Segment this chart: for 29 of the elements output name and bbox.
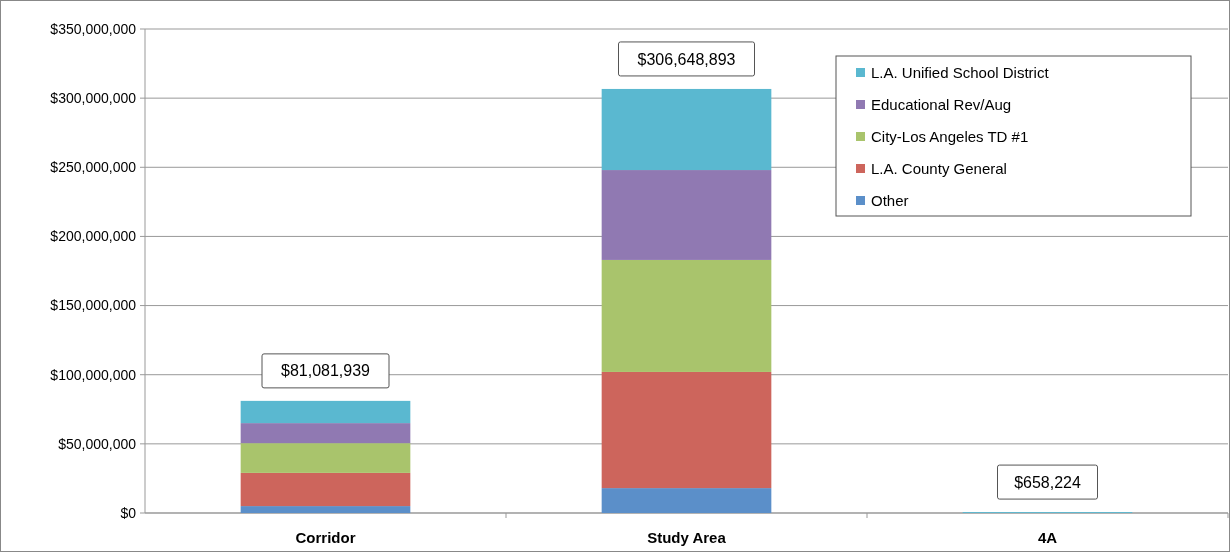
bar bbox=[240, 400, 411, 424]
x-tick-label: 4A bbox=[1037, 529, 1058, 546]
bar bbox=[601, 259, 772, 372]
x-tick-label: Corridor bbox=[295, 529, 356, 546]
y-tick-label: $200,000,000 bbox=[50, 228, 137, 245]
legend-label: L.A. Unified School District bbox=[871, 64, 1050, 82]
legend-label: L.A. County General bbox=[871, 160, 1007, 178]
y-tick-label: $50,000,000 bbox=[58, 435, 137, 452]
y-tick-label: $300,000,000 bbox=[50, 90, 137, 107]
total-label: $658,224 bbox=[1014, 473, 1081, 491]
bar bbox=[601, 371, 772, 489]
bar bbox=[601, 170, 772, 260]
bar bbox=[240, 423, 411, 444]
bar bbox=[240, 506, 411, 513]
total-label: $306,648,893 bbox=[637, 50, 736, 68]
y-tick-label: $100,000,000 bbox=[50, 366, 137, 383]
bar bbox=[601, 88, 772, 171]
bar bbox=[601, 488, 772, 513]
total-label: $81,081,939 bbox=[281, 362, 371, 380]
bar bbox=[240, 443, 411, 473]
bar bbox=[240, 472, 411, 507]
legend-label: City-Los Angeles TD #1 bbox=[871, 128, 1029, 146]
y-tick-label: $0 bbox=[120, 504, 137, 521]
y-tick-label: $350,000,000 bbox=[50, 20, 137, 37]
legend-label: Educational Rev/Aug bbox=[871, 96, 1012, 114]
legend-label: Other bbox=[871, 192, 909, 210]
y-tick-label: $150,000,000 bbox=[50, 297, 137, 314]
x-tick-label: Study Area bbox=[647, 529, 727, 546]
y-tick-label: $250,000,000 bbox=[50, 159, 137, 176]
